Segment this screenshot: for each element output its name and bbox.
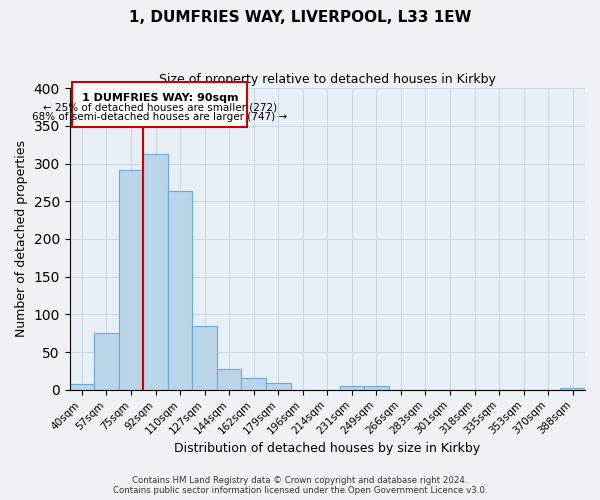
Bar	[168, 192, 193, 390]
Bar	[119, 170, 143, 390]
Bar	[241, 378, 266, 390]
Bar	[266, 383, 290, 390]
Bar	[364, 386, 389, 390]
Bar	[70, 384, 94, 390]
Text: 68% of semi-detached houses are larger (747) →: 68% of semi-detached houses are larger (…	[32, 112, 287, 122]
Text: Contains HM Land Registry data © Crown copyright and database right 2024.
Contai: Contains HM Land Registry data © Crown c…	[113, 476, 487, 495]
Bar	[340, 386, 364, 390]
Bar	[560, 388, 585, 390]
Text: 1, DUMFRIES WAY, LIVERPOOL, L33 1EW: 1, DUMFRIES WAY, LIVERPOOL, L33 1EW	[129, 10, 471, 25]
FancyBboxPatch shape	[72, 82, 247, 128]
Title: Size of property relative to detached houses in Kirkby: Size of property relative to detached ho…	[159, 72, 496, 86]
Text: ← 25% of detached houses are smaller (272): ← 25% of detached houses are smaller (27…	[43, 102, 277, 112]
Bar	[143, 154, 168, 390]
Bar	[94, 332, 119, 390]
Bar	[193, 326, 217, 390]
Text: 1 DUMFRIES WAY: 90sqm: 1 DUMFRIES WAY: 90sqm	[82, 92, 238, 102]
X-axis label: Distribution of detached houses by size in Kirkby: Distribution of detached houses by size …	[174, 442, 481, 455]
Y-axis label: Number of detached properties: Number of detached properties	[15, 140, 28, 338]
Bar	[217, 368, 241, 390]
